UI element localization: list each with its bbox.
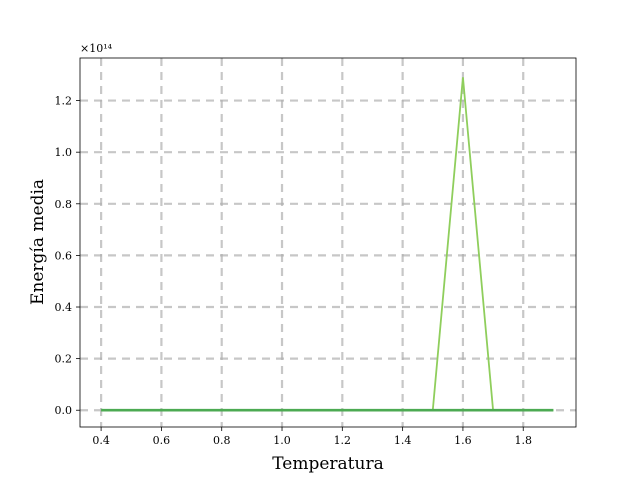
x-tick-label: 1.0 (273, 434, 291, 447)
series-lines (101, 77, 554, 412)
y-tick-label: 1.0 (55, 146, 73, 159)
x-axis-label: Temperatura (272, 454, 383, 474)
y-tick-label: 0.4 (55, 301, 73, 314)
x-tick-label: 0.8 (213, 434, 231, 447)
plot-frame (79, 57, 577, 428)
y-offset-label: ×10¹⁴ (80, 42, 113, 55)
y-axis-label: Energía media (28, 179, 48, 305)
x-tick-label: 1.8 (514, 434, 532, 447)
x-axis-ticks: 0.4 0.6 0.8 1.0 1.2 1.4 1.6 1.8 (92, 427, 532, 447)
y-tick-label: 0.2 (55, 353, 73, 366)
y-tick-label: 1.2 (55, 95, 73, 108)
x-tick-label: 1.2 (334, 434, 352, 447)
x-tick-label: 0.4 (92, 434, 110, 447)
y-tick-label: 0.8 (55, 198, 73, 211)
x-tick-label: 1.6 (454, 434, 472, 447)
x-tick-label: 1.4 (394, 434, 412, 447)
y-axis-ticks: 0.0 0.2 0.4 0.6 0.8 1.0 1.2 (55, 95, 80, 417)
y-tick-label: 0.6 (55, 249, 73, 262)
x-tick-label: 0.6 (153, 434, 171, 447)
y-tick-label: 0.0 (55, 404, 73, 417)
